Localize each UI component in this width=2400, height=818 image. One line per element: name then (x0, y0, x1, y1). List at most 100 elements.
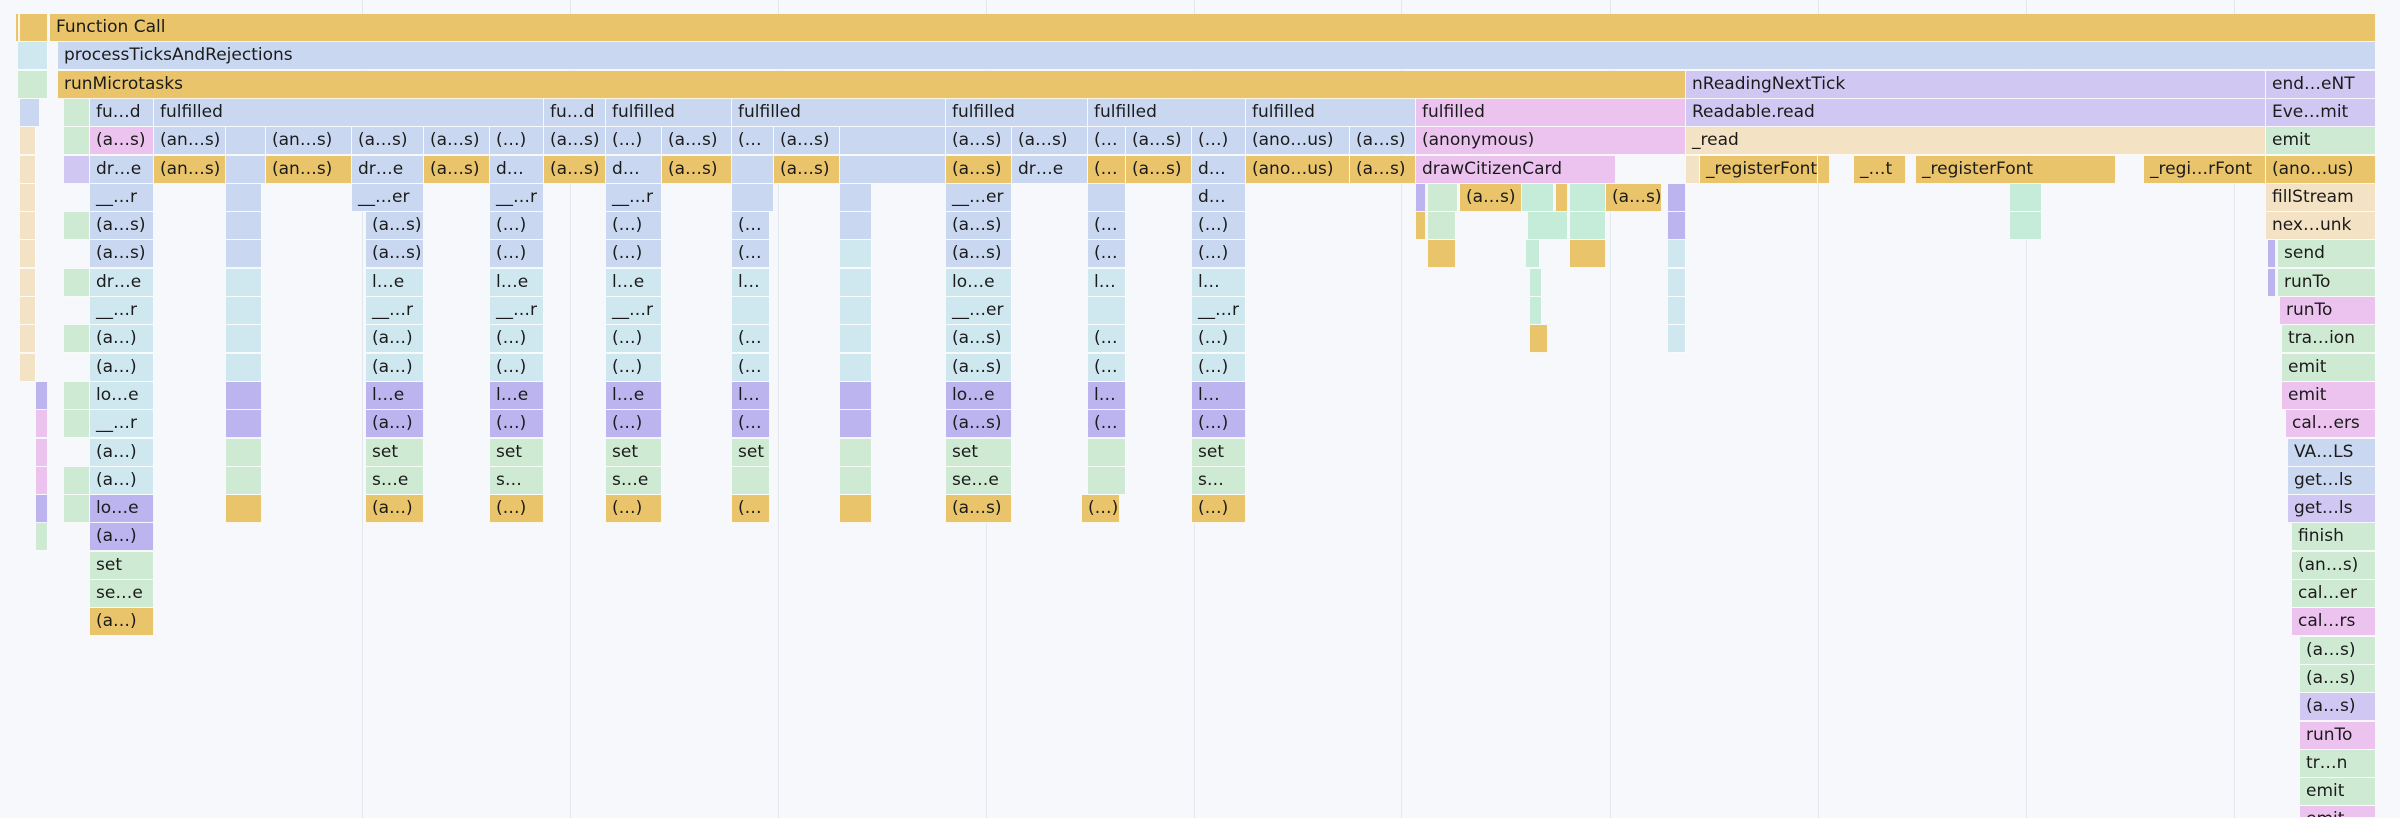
flame-frame-emit[interactable]: emit (2282, 381, 2376, 410)
flame-frame[interactable] (20, 127, 36, 156)
flame-frame-a-s[interactable]: (a…s) (1126, 127, 1192, 156)
flame-frame-a-s[interactable]: (a…s) (946, 155, 1012, 184)
flame-frame[interactable] (20, 297, 36, 325)
flame-frame-l-e[interactable]: l…e (490, 268, 544, 297)
flame-frame[interactable] (226, 495, 262, 524)
flame-frame-paren-dots[interactable]: (…) (1192, 325, 1246, 354)
flame-frame[interactable] (732, 466, 770, 495)
flame-frame[interactable] (1668, 325, 1686, 354)
flame-frame[interactable] (1428, 183, 1458, 212)
flame-frame-call-rs[interactable]: cal…rs (2292, 608, 2376, 637)
flame-frame-anonymous-us[interactable]: (ano…us) (2266, 155, 2376, 184)
flame-frame[interactable] (20, 240, 36, 269)
flame-frame-dr-e[interactable]: dr…e (90, 155, 154, 184)
flame-frame-get-ls[interactable]: get…ls (2288, 466, 2376, 495)
flame-frame-event-emit[interactable]: Eve…mit (2266, 98, 2376, 127)
flame-frame-a-s[interactable]: (a…s) (946, 353, 1012, 382)
flame-frame-next-chunk[interactable]: nex…unk (2266, 212, 2376, 241)
flame-frame-emit[interactable]: emit (2266, 127, 2376, 156)
flame-frame-l-e[interactable]: l…e (606, 268, 662, 297)
flame-frame-paren-dots[interactable]: (…) (606, 212, 662, 241)
flame-frame[interactable] (1668, 297, 1686, 325)
flame-frame[interactable] (20, 183, 36, 212)
flame-frame-l-dots[interactable]: l… (1192, 268, 1246, 297)
flame-frame[interactable] (1556, 183, 1568, 212)
flame-frame[interactable] (20, 353, 36, 382)
flame-frame-readable-next-tick[interactable]: nReadingNextTick (1686, 70, 2266, 99)
flame-frame-fu-d[interactable]: fu…d (90, 98, 154, 127)
flame-frame-a-dots[interactable]: (a…) (90, 438, 154, 467)
flame-frame[interactable] (1668, 240, 1686, 269)
flame-frame-paren-dots[interactable]: (…) (490, 127, 544, 156)
flame-frame-fulfilled[interactable]: fulfilled (732, 98, 946, 127)
flame-frame[interactable] (732, 297, 770, 325)
flame-frame-fulfilled[interactable]: fulfilled (606, 98, 732, 127)
flame-frame[interactable] (64, 212, 90, 241)
flame-frame-a-s[interactable]: (a…s) (1606, 183, 1662, 212)
flame-frame-a-dots[interactable]: (a…) (90, 523, 154, 552)
flame-frame-lo-e[interactable]: lo…e (90, 495, 154, 524)
flame-frame-run-microtasks[interactable]: runMicrotasks (58, 70, 1686, 99)
flame-frame-a-s[interactable]: (a…s) (1012, 127, 1088, 156)
flame-frame-run-to[interactable]: runTo (2280, 297, 2376, 325)
flame-frame[interactable] (64, 98, 90, 127)
flame-frame-dunder-er[interactable]: __…er (946, 183, 1012, 212)
flame-frame[interactable] (16, 14, 19, 42)
flame-frame[interactable] (20, 268, 36, 297)
flame-frame-a-s[interactable]: (a…s) (1350, 127, 1416, 156)
flame-frame-emit[interactable]: emit (2282, 353, 2376, 382)
flame-frame-l-dots[interactable]: l… (732, 268, 770, 297)
flame-frame[interactable] (840, 410, 872, 439)
flame-frame-a-s[interactable]: (a…s) (544, 155, 606, 184)
flame-frame[interactable] (36, 438, 48, 467)
flame-frame[interactable] (18, 70, 48, 99)
flame-frame-dr-e[interactable]: dr…e (1012, 155, 1088, 184)
flame-frame-se-e[interactable]: se…e (946, 466, 1012, 495)
flame-frame-s-e[interactable]: s…e (606, 466, 662, 495)
flame-frame[interactable] (64, 410, 90, 439)
flame-frame-a-s[interactable]: (a…s) (774, 127, 840, 156)
flame-frame[interactable] (64, 268, 90, 297)
flame-frame-paren-dots[interactable]: (…) (490, 410, 544, 439)
flame-frame-a-dots[interactable]: (a…) (90, 608, 154, 637)
flame-frame-dunder-r[interactable]: __…r (90, 297, 154, 325)
flame-frame[interactable] (840, 353, 872, 382)
flame-frame-open-dots[interactable]: (… (732, 353, 770, 382)
flame-frame[interactable] (2268, 240, 2276, 269)
flame-frame[interactable] (64, 495, 90, 524)
flame-frame[interactable] (1088, 183, 1126, 212)
flame-frame[interactable] (732, 155, 774, 184)
flame-frame[interactable] (20, 325, 36, 354)
flame-frame-lo-e[interactable]: lo…e (946, 268, 1012, 297)
flame-frame-a-s[interactable]: (a…s) (662, 127, 732, 156)
flame-frame-open-dots[interactable]: (… (732, 325, 770, 354)
flame-frame-finish[interactable]: finish (2292, 523, 2376, 552)
flame-frame-a-s[interactable]: (a…s) (774, 155, 840, 184)
flame-frame[interactable] (1416, 212, 1426, 241)
flame-frame-open-dots[interactable]: (… (1088, 410, 1126, 439)
flame-frame-register-font-trunc[interactable]: _regi…rFont (2144, 155, 2266, 184)
flame-frame-a-s[interactable]: (a…s) (366, 240, 424, 269)
flame-frame-a-s[interactable]: (a…s) (1350, 155, 1416, 184)
flame-frame-a-dots[interactable]: (a…) (366, 410, 424, 439)
flame-frame-register-font-short[interactable]: _…t (1854, 155, 1906, 184)
flame-frame-fu-d[interactable]: fu…d (544, 98, 606, 127)
flame-frame[interactable] (226, 268, 262, 297)
flame-frame[interactable] (64, 381, 90, 410)
flame-frame-paren-dots[interactable]: (…) (490, 212, 544, 241)
flame-frame[interactable] (64, 127, 90, 156)
flame-frame[interactable] (1528, 212, 1568, 241)
flame-frame-a-s[interactable]: (a…s) (946, 495, 1012, 524)
flame-frame[interactable] (226, 410, 262, 439)
flame-frame-l-dots[interactable]: l… (1192, 381, 1246, 410)
flame-frame[interactable] (226, 212, 262, 241)
flame-frame-a-s[interactable]: (a…s) (946, 240, 1012, 269)
flame-frame-dunder-r[interactable]: __…r (606, 297, 662, 325)
flame-frame-a-s[interactable]: (a…s) (90, 127, 154, 156)
flame-frame[interactable] (1686, 155, 1700, 184)
flame-frame[interactable] (2010, 183, 2042, 212)
flame-frame[interactable] (64, 325, 90, 354)
flame-frame-set[interactable]: set (946, 438, 1012, 467)
flame-frame[interactable] (20, 14, 48, 42)
flame-frame[interactable] (64, 466, 90, 495)
